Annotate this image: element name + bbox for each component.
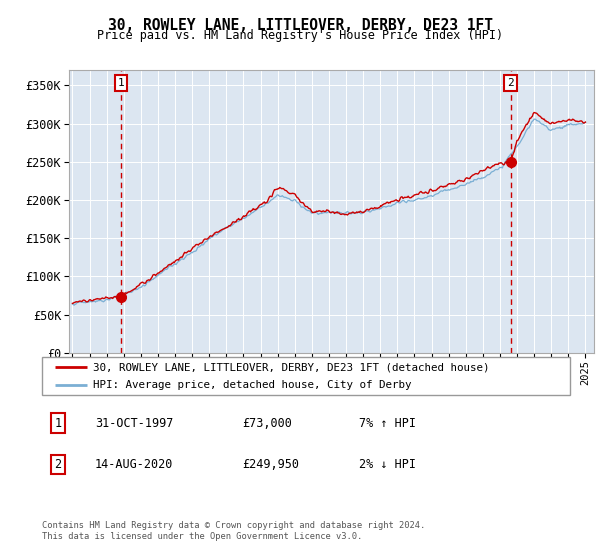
Text: 14-AUG-2020: 14-AUG-2020: [95, 458, 173, 471]
Text: HPI: Average price, detached house, City of Derby: HPI: Average price, detached house, City…: [93, 380, 412, 390]
Text: Price paid vs. HM Land Registry's House Price Index (HPI): Price paid vs. HM Land Registry's House …: [97, 29, 503, 42]
Text: £73,000: £73,000: [242, 417, 293, 430]
FancyBboxPatch shape: [42, 357, 570, 395]
Text: Contains HM Land Registry data © Crown copyright and database right 2024.: Contains HM Land Registry data © Crown c…: [42, 521, 425, 530]
Text: 7% ↑ HPI: 7% ↑ HPI: [359, 417, 416, 430]
Text: £249,950: £249,950: [242, 458, 299, 471]
Text: This data is licensed under the Open Government Licence v3.0.: This data is licensed under the Open Gov…: [42, 532, 362, 541]
Text: 30, ROWLEY LANE, LITTLEOVER, DERBY, DE23 1FT (detached house): 30, ROWLEY LANE, LITTLEOVER, DERBY, DE23…: [93, 362, 490, 372]
Text: 1: 1: [118, 78, 124, 88]
Text: 2: 2: [54, 458, 61, 471]
Text: 1: 1: [54, 417, 61, 430]
Text: 30, ROWLEY LANE, LITTLEOVER, DERBY, DE23 1FT: 30, ROWLEY LANE, LITTLEOVER, DERBY, DE23…: [107, 18, 493, 32]
Text: 31-OCT-1997: 31-OCT-1997: [95, 417, 173, 430]
Text: 2% ↓ HPI: 2% ↓ HPI: [359, 458, 416, 471]
Text: 2: 2: [507, 78, 514, 88]
